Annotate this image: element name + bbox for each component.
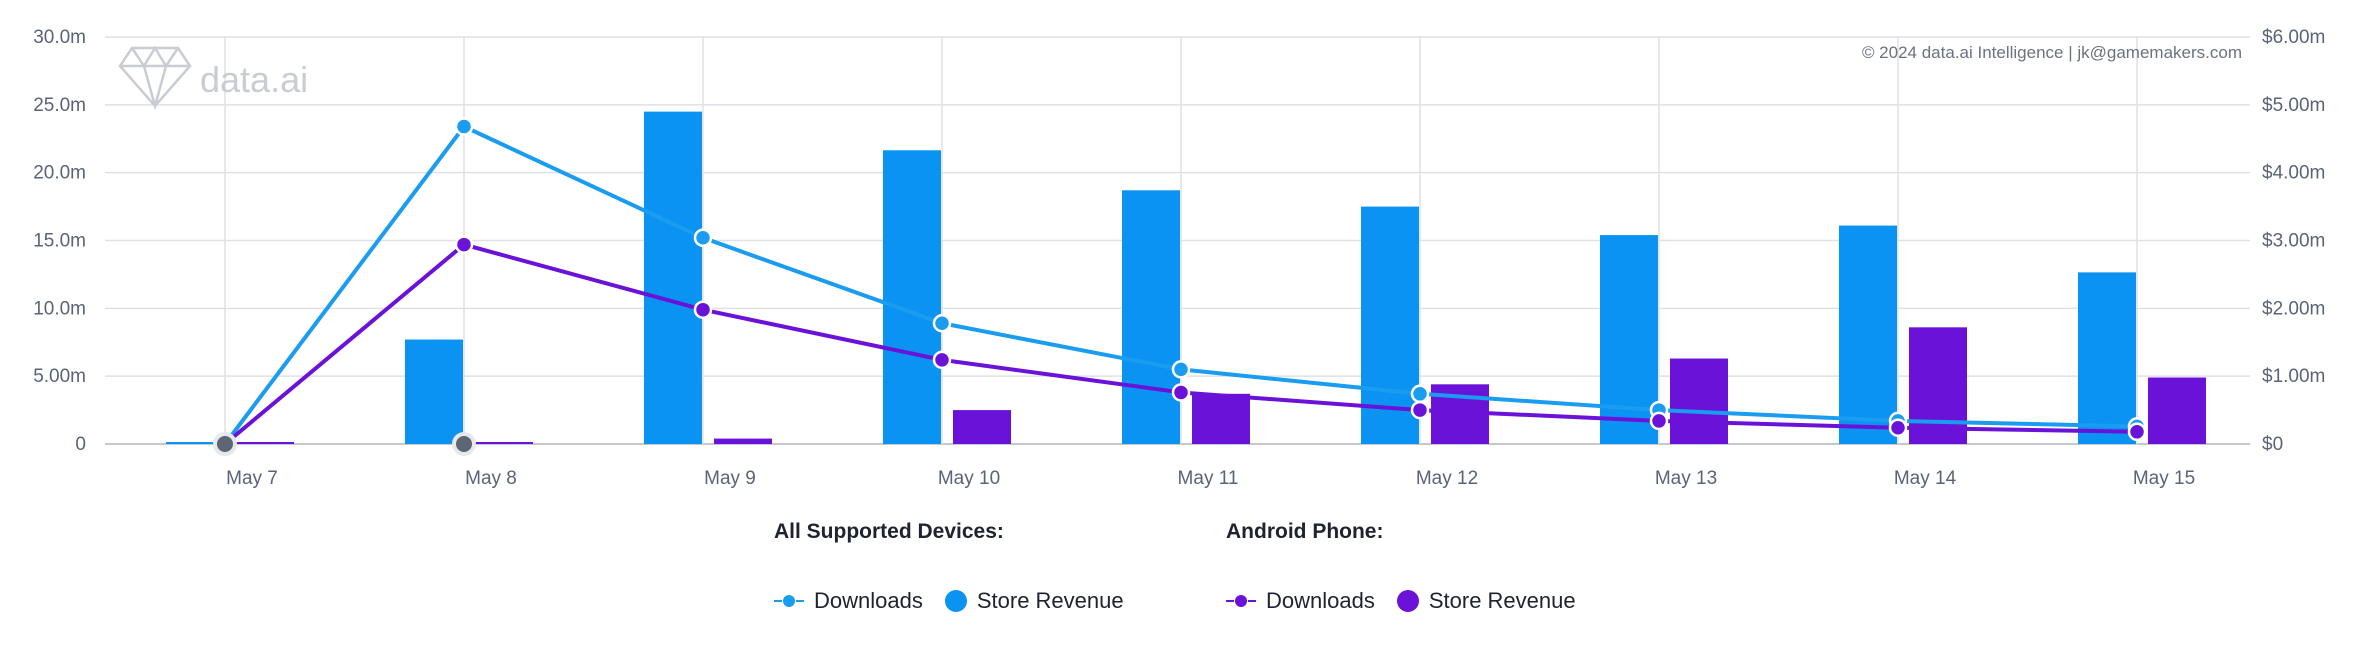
copyright-credit: © 2024 data.ai Intelligence | jk@gamemak… [1862,43,2242,62]
legend-label: Store Revenue [976,588,1124,613]
bar-revenue-android-0[interactable] [236,442,294,444]
point-downloads-android-8[interactable] [2127,422,2147,442]
bar-revenue-android-3[interactable] [953,410,1011,444]
point-downloads-android-3[interactable] [932,350,952,370]
x-tick-label: May 12 [1416,468,1478,489]
legend-item-downloads-android[interactable]: Downloads [1226,588,1375,614]
point-downloads-android-2[interactable] [693,300,713,319]
point-downloads-android-7[interactable] [1888,418,1908,437]
x-tick-label: May 10 [938,468,1000,489]
x-tick-label: May 8 [465,468,517,489]
right-tick-label: $5.00m [2262,95,2325,116]
baseline-marker-0 [213,432,237,456]
point-downloads-all-5[interactable] [1410,384,1430,404]
legend-label: Downloads [1266,588,1375,613]
x-tick-label: May 14 [1894,468,1957,489]
line-marker-icon [1226,593,1256,609]
point-downloads-android-1[interactable] [454,235,474,254]
bar-revenue-all-7[interactable] [1839,225,1897,444]
left-tick-label: 10.0m [33,298,86,319]
bar-revenue-android-1[interactable] [475,442,533,444]
bar-revenue-all-5[interactable] [1361,206,1419,444]
legend-item-revenue-android[interactable]: Store Revenue [1396,588,1576,614]
combo-chart: data.ai © 2024 data.ai Intelligence | jk… [33,27,2325,489]
right-tick-label: $4.00m [2262,163,2325,184]
right-tick-label: $1.00m [2262,366,2325,387]
point-downloads-all-2[interactable] [693,228,713,248]
bar-revenue-android-4[interactable] [1192,393,1250,444]
x-axis: May 7 May 8 May 9 May 10 May 11 May 12 May 13 M… [226,468,2195,489]
diamond-logo-icon [118,45,192,111]
right-tick-label: $0 [2262,434,2283,455]
left-axis: 0 5.00m 10.0m 15.0m 20.0m 25.0m 30.0m [33,27,86,455]
right-tick-label: $2.00m [2262,298,2325,319]
legend-group-all-devices: All Supported Devices: Downloads Store R… [774,520,1124,614]
bar-revenue-all-0[interactable] [166,442,224,444]
line-marker-icon [774,593,804,609]
bar-revenue-android-2[interactable] [714,438,772,444]
bar-revenue-all-8[interactable] [2078,272,2136,444]
x-tick-label: May 9 [704,468,756,489]
legend-group-title: All Supported Devices: [774,520,1004,543]
watermark-text: data.ai [200,59,308,100]
baseline-marker-1 [452,432,476,456]
bar-revenue-android-6[interactable] [1670,358,1728,444]
revenue-bars [166,111,2206,444]
legend-group-android-phone: Android Phone: Downloads Store Revenue [1226,520,1576,614]
circle-marker-icon [1396,590,1419,612]
point-downloads-android-5[interactable] [1410,400,1430,420]
legend-item-revenue-all[interactable]: Store Revenue [944,588,1124,614]
legend: All Supported Devices: Downloads Store R… [0,520,2366,640]
point-downloads-all-4[interactable] [1171,360,1191,379]
point-downloads-all-1[interactable] [454,117,474,136]
left-tick-label: 25.0m [33,95,86,116]
left-tick-label: 30.0m [33,27,86,48]
bar-revenue-android-7[interactable] [1909,327,1967,444]
left-tick-label: 20.0m [33,163,86,184]
bar-revenue-all-1[interactable] [405,339,463,444]
legend-group-title: Android Phone: [1226,520,1384,543]
right-tick-label: $6.00m [2262,27,2325,48]
right-axis: $0 $1.00m $2.00m $3.00m $4.00m $5.00m $6.00m [2262,27,2325,455]
point-downloads-android-4[interactable] [1171,383,1191,402]
left-tick-label: 15.0m [33,231,86,252]
bar-revenue-android-8[interactable] [2148,377,2206,444]
x-tick-label: May 15 [2133,468,2195,489]
right-tick-label: $3.00m [2262,231,2325,252]
left-tick-label: 0 [75,434,86,455]
legend-label: Downloads [814,588,923,613]
legend-item-downloads-all[interactable]: Downloads [774,588,923,614]
bar-revenue-all-2[interactable] [644,111,702,444]
bar-revenue-all-3[interactable] [883,150,941,444]
point-downloads-android-6[interactable] [1649,411,1669,431]
x-tick-label: May 13 [1655,468,1717,489]
left-tick-label: 5.00m [33,366,86,387]
point-downloads-all-3[interactable] [932,314,952,333]
bar-revenue-all-6[interactable] [1600,235,1658,444]
x-tick-label: May 11 [1178,468,1239,489]
bar-revenue-all-4[interactable] [1122,190,1180,444]
circle-marker-icon [944,590,967,612]
legend-label: Store Revenue [1428,588,1576,613]
x-tick-label: May 7 [226,468,278,489]
data-ai-watermark: data.ai [118,45,308,111]
download-lines [213,117,2147,456]
